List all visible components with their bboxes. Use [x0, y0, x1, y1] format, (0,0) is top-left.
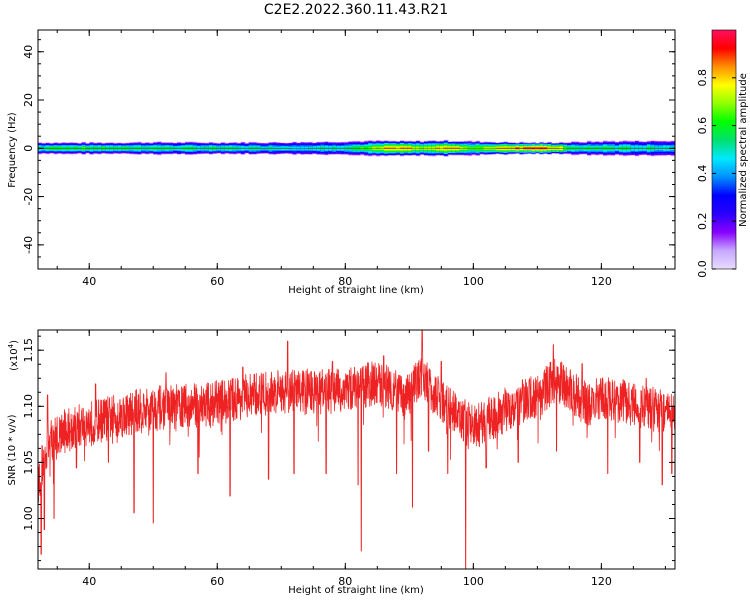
snr-multiplier-close: )	[9, 340, 20, 344]
snr-x-tick-label: 80	[338, 575, 352, 588]
spectrogram-ticks: 40 60 80 100 120 40 20 0 -20 -40	[22, 30, 675, 288]
snr-series-line	[38, 330, 675, 569]
spectrogram-frame	[37, 29, 676, 270]
spectrogram-y-tick-label: 20	[22, 93, 35, 107]
snr-y-tick-label: 1.05	[22, 450, 35, 475]
spectrogram-y-tick-label: 0	[22, 145, 35, 152]
colorbar-label: Normalized spectral amplitude	[738, 73, 749, 227]
snr-y-tick-label: 1.10	[22, 394, 35, 419]
colorbar-tick-label: 0.4	[696, 165, 709, 183]
spectrogram-x-tick-label: 60	[210, 275, 224, 288]
snr-x-tick-label: 100	[463, 575, 484, 588]
colorbar-tick-label: 0.6	[696, 117, 709, 135]
snr-x-tick-label: 120	[591, 575, 612, 588]
figure-title: C2E2.2022.360.11.43.R21	[264, 2, 448, 18]
snr-x-label: Height of straight line (km)	[288, 585, 424, 596]
spectrogram-y-tick-label: 40	[22, 45, 35, 59]
spectrogram-y-tick-label: -20	[22, 188, 35, 206]
colorbar-ticks: 0.0 0.2 0.4 0.6 0.8	[696, 29, 737, 278]
snr-x-tick-label: 40	[82, 575, 96, 588]
snr-y-tick-label: 1.00	[22, 506, 35, 531]
snr-frame	[37, 329, 676, 570]
spectrogram-x-tick-label: 80	[338, 275, 352, 288]
colorbar-frame	[711, 29, 737, 270]
spectrogram-y-tick-label: -40	[22, 236, 35, 254]
spectrogram-y-label: Frequency (Hz)	[7, 112, 18, 188]
snr-y-tick-label: 1.15	[22, 338, 35, 363]
spectrogram-x-tick-label: 120	[591, 275, 612, 288]
spectrogram-panel: 40 60 80 100 120 40 20 0 -20 -40 Height of straig…	[7, 29, 676, 296]
snr-y-multiplier: (x104)	[7, 340, 20, 371]
colorbar-gradient	[712, 30, 736, 269]
svg-text:(x104): (x104)	[7, 340, 20, 371]
spectrogram-x-tick-label: 40	[82, 275, 96, 288]
colorbar-tick-label: 0.0	[696, 260, 709, 278]
snr-multiplier-exponent: 4	[7, 343, 15, 348]
snr-ticks: 40 60 80 100 120 1.00 1.05 1.10 1.15	[22, 330, 675, 588]
spectrogram-x-tick-label: 100	[463, 275, 484, 288]
snr-multiplier-base: (x10	[9, 348, 20, 371]
snr-y-label: SNR (10 * v/v)	[7, 414, 18, 485]
colorbar-tick-label: 0.2	[696, 212, 709, 230]
spectrogram-x-label: Height of straight line (km)	[288, 285, 424, 296]
snr-x-tick-label: 60	[210, 575, 224, 588]
colorbar: 0.0 0.2 0.4 0.6 0.8 Normalized spectral ampl…	[696, 29, 749, 278]
snr-panel: 40 60 80 100 120 1.00 1.05 1.10 1.15 Height of s…	[7, 329, 676, 596]
spectrogram-heatmap	[37, 139, 676, 157]
colorbar-tick-label: 0.8	[696, 69, 709, 87]
